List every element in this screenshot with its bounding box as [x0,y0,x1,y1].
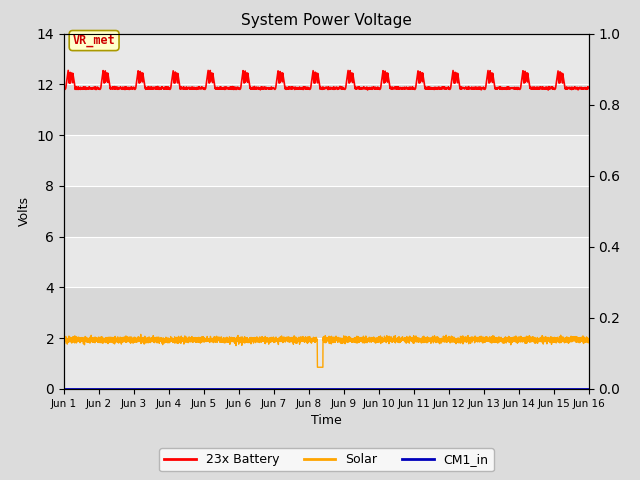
Bar [64,84,589,135]
Solar [492,338,500,344]
Solar [260,337,268,343]
Solar [375,337,383,343]
CM1_in [452,386,460,392]
Title: System Power Voltage: System Power Voltage [241,13,412,28]
23x Battery [585,85,593,91]
Solar [156,336,163,342]
23x Battery [452,73,460,79]
Text: VR_met: VR_met [73,34,115,47]
23x Battery [402,85,410,91]
Solar [452,337,460,343]
Bar [64,338,589,389]
23x Battery [375,85,383,91]
CM1_in [260,386,268,392]
Legend: 23x Battery, Solar, CM1_in: 23x Battery, Solar, CM1_in [159,448,493,471]
X-axis label: Time: Time [311,414,342,427]
CM1_in [60,386,68,392]
CM1_in [401,386,409,392]
Bar [64,288,589,338]
23x Battery [65,68,72,73]
Solar [314,364,321,370]
Y-axis label: Volts: Volts [18,196,31,226]
Line: Solar: Solar [64,335,589,367]
Bar [64,186,589,237]
23x Battery [248,87,255,93]
23x Battery [60,85,68,91]
23x Battery [492,85,500,91]
CM1_in [585,386,593,392]
CM1_in [156,386,163,392]
Solar [60,338,68,344]
Line: 23x Battery: 23x Battery [64,71,589,90]
23x Battery [261,85,269,91]
23x Battery [156,85,163,91]
Bar [64,34,589,84]
Bar [64,237,589,288]
CM1_in [375,386,383,392]
Solar [402,336,410,342]
Solar [585,339,593,345]
Bar [64,135,589,186]
CM1_in [492,386,499,392]
Solar [137,332,145,337]
